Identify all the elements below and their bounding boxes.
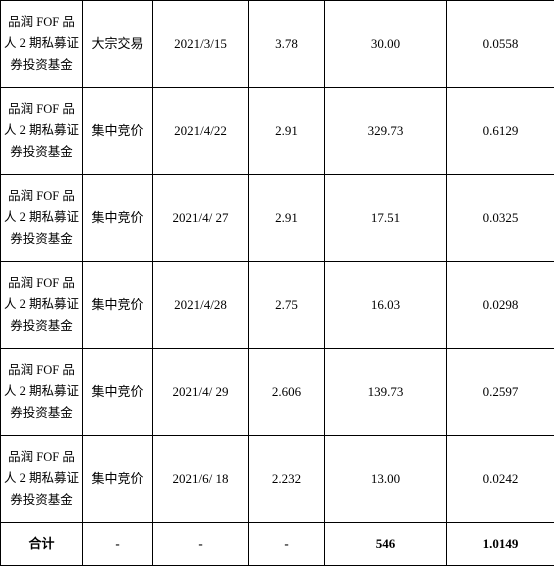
disclosure-table-wrap: 品润 FOF 品人 2 期私募证券投资基金 大宗交易 2021/3/15 3.7… bbox=[0, 0, 554, 566]
table-body: 品润 FOF 品人 2 期私募证券投资基金 大宗交易 2021/3/15 3.7… bbox=[1, 1, 554, 566]
cell-fund: 品润 FOF 品人 2 期私募证券投资基金 bbox=[1, 262, 83, 349]
cell-amount: 30.00 bbox=[325, 1, 447, 88]
cell-method: 集中竞价 bbox=[83, 88, 153, 175]
cell-method: 集中竞价 bbox=[83, 349, 153, 436]
cell-fund: 品润 FOF 品人 2 期私募证券投资基金 bbox=[1, 1, 83, 88]
cell-price: 2.75 bbox=[249, 262, 325, 349]
cell-date: 2021/4/28 bbox=[153, 262, 249, 349]
cell-date: 2021/3/15 bbox=[153, 1, 249, 88]
cell-method: 大宗交易 bbox=[83, 1, 153, 88]
cell-fund: 品润 FOF 品人 2 期私募证券投资基金 bbox=[1, 175, 83, 262]
table-row: 品润 FOF 品人 2 期私募证券投资基金 集中竞价 2021/6/ 18 2.… bbox=[1, 436, 554, 523]
cell-ratio: 0.6129 bbox=[447, 88, 554, 175]
cell-ratio: 0.0325 bbox=[447, 175, 554, 262]
total-ratio: 1.0149 bbox=[447, 523, 554, 566]
cell-amount: 329.73 bbox=[325, 88, 447, 175]
cell-date: 2021/4/ 29 bbox=[153, 349, 249, 436]
total-label: 合计 bbox=[1, 523, 83, 566]
cell-amount: 139.73 bbox=[325, 349, 447, 436]
cell-ratio: 0.2597 bbox=[447, 349, 554, 436]
cell-method: 集中竞价 bbox=[83, 262, 153, 349]
table-row: 品润 FOF 品人 2 期私募证券投资基金 集中竞价 2021/4/28 2.7… bbox=[1, 262, 554, 349]
cell-fund: 品润 FOF 品人 2 期私募证券投资基金 bbox=[1, 436, 83, 523]
cell-fund: 品润 FOF 品人 2 期私募证券投资基金 bbox=[1, 88, 83, 175]
table-total-row: 合计 - - - 546 1.0149 bbox=[1, 523, 554, 566]
table-row: 品润 FOF 品人 2 期私募证券投资基金 集中竞价 2021/4/ 27 2.… bbox=[1, 175, 554, 262]
cell-date: 2021/4/22 bbox=[153, 88, 249, 175]
total-price: - bbox=[249, 523, 325, 566]
cell-amount: 13.00 bbox=[325, 436, 447, 523]
cell-ratio: 0.0298 bbox=[447, 262, 554, 349]
cell-amount: 17.51 bbox=[325, 175, 447, 262]
total-amount: 546 bbox=[325, 523, 447, 566]
table-row: 品润 FOF 品人 2 期私募证券投资基金 集中竞价 2021/4/ 29 2.… bbox=[1, 349, 554, 436]
cell-date: 2021/6/ 18 bbox=[153, 436, 249, 523]
cell-amount: 16.03 bbox=[325, 262, 447, 349]
cell-price: 3.78 bbox=[249, 1, 325, 88]
cell-method: 集中竞价 bbox=[83, 175, 153, 262]
cell-ratio: 0.0242 bbox=[447, 436, 554, 523]
cell-fund: 品润 FOF 品人 2 期私募证券投资基金 bbox=[1, 349, 83, 436]
cell-ratio: 0.0558 bbox=[447, 1, 554, 88]
total-method: - bbox=[83, 523, 153, 566]
disclosure-table: 品润 FOF 品人 2 期私募证券投资基金 大宗交易 2021/3/15 3.7… bbox=[0, 0, 554, 566]
cell-price: 2.91 bbox=[249, 175, 325, 262]
cell-price: 2.232 bbox=[249, 436, 325, 523]
total-date: - bbox=[153, 523, 249, 566]
table-row: 品润 FOF 品人 2 期私募证券投资基金 集中竞价 2021/4/22 2.9… bbox=[1, 88, 554, 175]
table-row: 品润 FOF 品人 2 期私募证券投资基金 大宗交易 2021/3/15 3.7… bbox=[1, 1, 554, 88]
cell-method: 集中竞价 bbox=[83, 436, 153, 523]
cell-price: 2.91 bbox=[249, 88, 325, 175]
cell-date: 2021/4/ 27 bbox=[153, 175, 249, 262]
cell-price: 2.606 bbox=[249, 349, 325, 436]
